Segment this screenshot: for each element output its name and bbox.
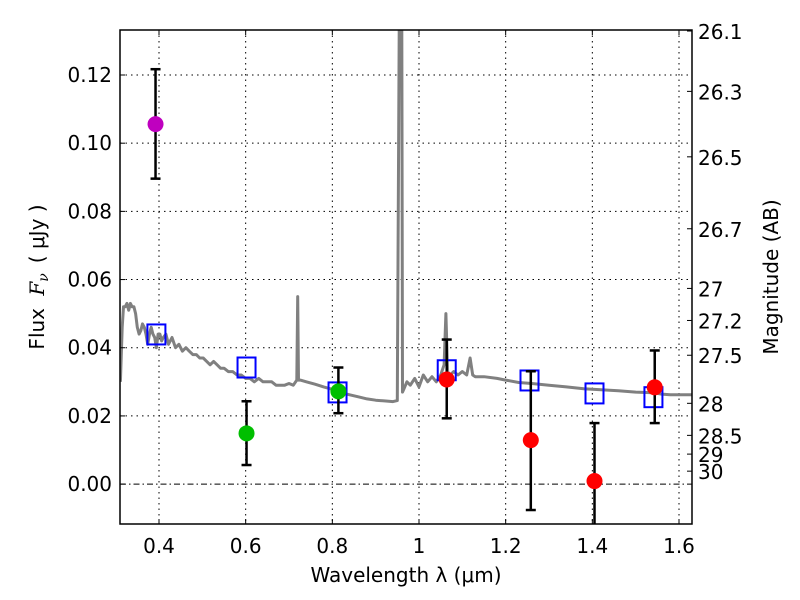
y2-tick-label: 28 [698,392,723,416]
x-tick-label: 0.8 [316,534,348,558]
y-axis-label: Flux Fν ( μJy ) [25,204,52,349]
y2-tick-label: 30 [698,460,723,484]
y-axis-label-unit: ( μJy ) [25,204,49,263]
plot-area [120,30,692,524]
y-tick-label: 0.12 [67,63,112,87]
y2-tick-label: 29 [698,443,723,467]
model-square [584,382,605,405]
y2-tick-label: 28.5 [698,424,743,448]
x-tick-label: 0.4 [143,534,175,558]
y-tick-label: 0.00 [67,472,112,496]
data-point [238,425,255,442]
data-point [646,379,663,396]
y-tick-label: 0.10 [67,131,112,155]
y-tick-label: 0.04 [67,336,112,360]
x-axis-label: Wavelength λ (μm) [310,563,501,587]
model-square [236,356,257,379]
data-point [522,432,539,449]
spectrum-line [120,30,692,404]
data-point [330,383,347,400]
y2-tick-label: 26.1 [698,20,743,44]
data-point [147,116,164,133]
plot-frame [119,29,693,525]
axis-ticks: 0.4 0.6 0.8 1 1.2 1.4 1.6 0.00 0.02 0.04 0.06 0.08 0… [67,20,742,558]
x-tick-label: 1.2 [490,534,522,558]
x-tick-label: 1.6 [663,534,695,558]
y-axis-label-prefix: Flux [25,302,49,350]
y2-tick-label: 26.5 [698,146,743,170]
x-tick-label: 1 [413,534,426,558]
y-tick-label: 0.06 [67,268,112,292]
data-point [438,371,455,388]
y2-axis-label: Magnitude (AB) [759,199,783,354]
y-axis-label-symbol: F [25,281,49,297]
y2-tick-label: 26.3 [698,80,743,104]
data-point [586,473,603,490]
y-axis-label-subscript: ν [36,273,52,282]
y-tick-label: 0.02 [67,404,112,428]
y2-tick-label: 27.5 [698,344,743,368]
model-square [146,323,167,346]
plot-background [120,30,692,524]
y2-tick-label: 26.7 [698,218,743,242]
x-tick-label: 0.6 [230,534,262,558]
x-tick-label: 1.4 [576,534,608,558]
y-tick-label: 0.08 [67,199,112,223]
y2-tick-label: 27 [698,277,723,301]
y2-tick-label: 27.2 [698,309,743,333]
svg-text:Flux Fν( μJy ): Flux Fν ( μJy ) [25,204,52,349]
